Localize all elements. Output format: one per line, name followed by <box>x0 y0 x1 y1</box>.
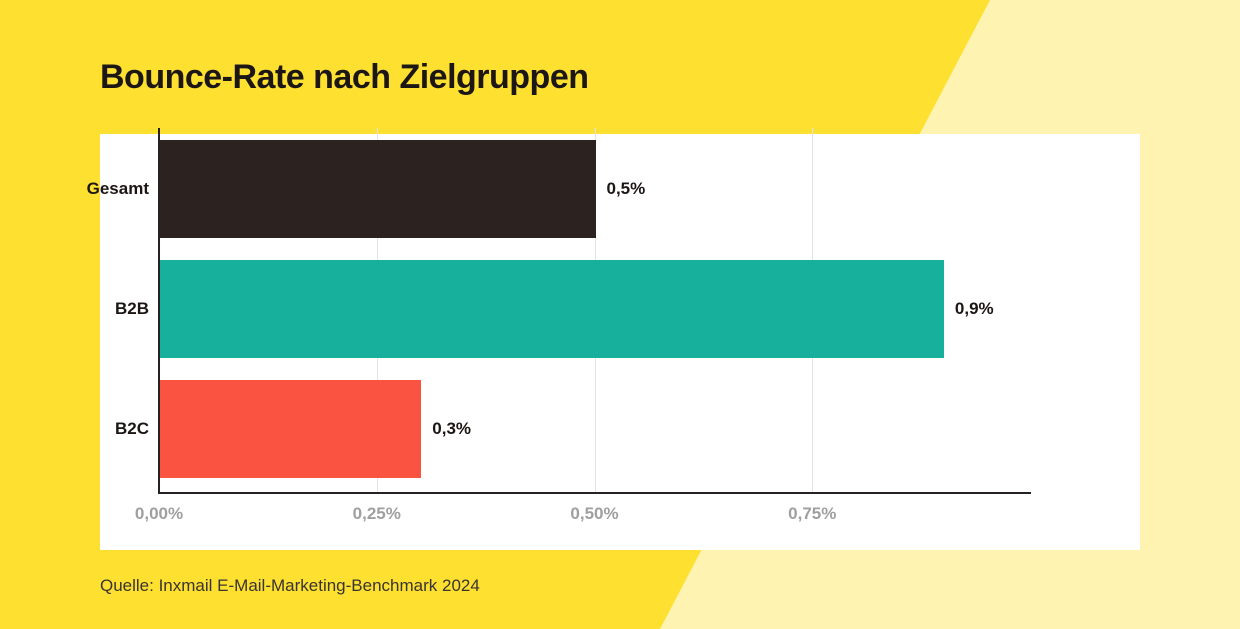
x-axis <box>158 492 1031 494</box>
value-label: 0,3% <box>432 419 471 439</box>
chart-title: Bounce-Rate nach Zielgruppen <box>100 58 589 97</box>
chart-canvas: Bounce-Rate nach Zielgruppen Gesamt B2B … <box>0 0 1240 629</box>
x-tick-label: 0,75% <box>788 504 836 524</box>
category-label: Gesamt <box>87 179 149 199</box>
bar-b2c <box>160 380 421 478</box>
value-label: 0,9% <box>955 299 994 319</box>
chart-source: Quelle: Inxmail E-Mail-Marketing-Benchma… <box>100 576 480 596</box>
category-label: B2B <box>115 299 149 319</box>
bar-gesamt <box>160 140 596 238</box>
chart-panel: Gesamt B2B B2C 0,5% 0,9% 0,3% 0,00% 0,25… <box>100 134 1140 550</box>
category-label: B2C <box>115 419 149 439</box>
x-tick-label: 0,25% <box>353 504 401 524</box>
x-tick-label: 0,50% <box>570 504 618 524</box>
x-tick-label: 0,00% <box>135 504 183 524</box>
bar-b2b <box>160 260 944 358</box>
value-label: 0,5% <box>607 179 646 199</box>
